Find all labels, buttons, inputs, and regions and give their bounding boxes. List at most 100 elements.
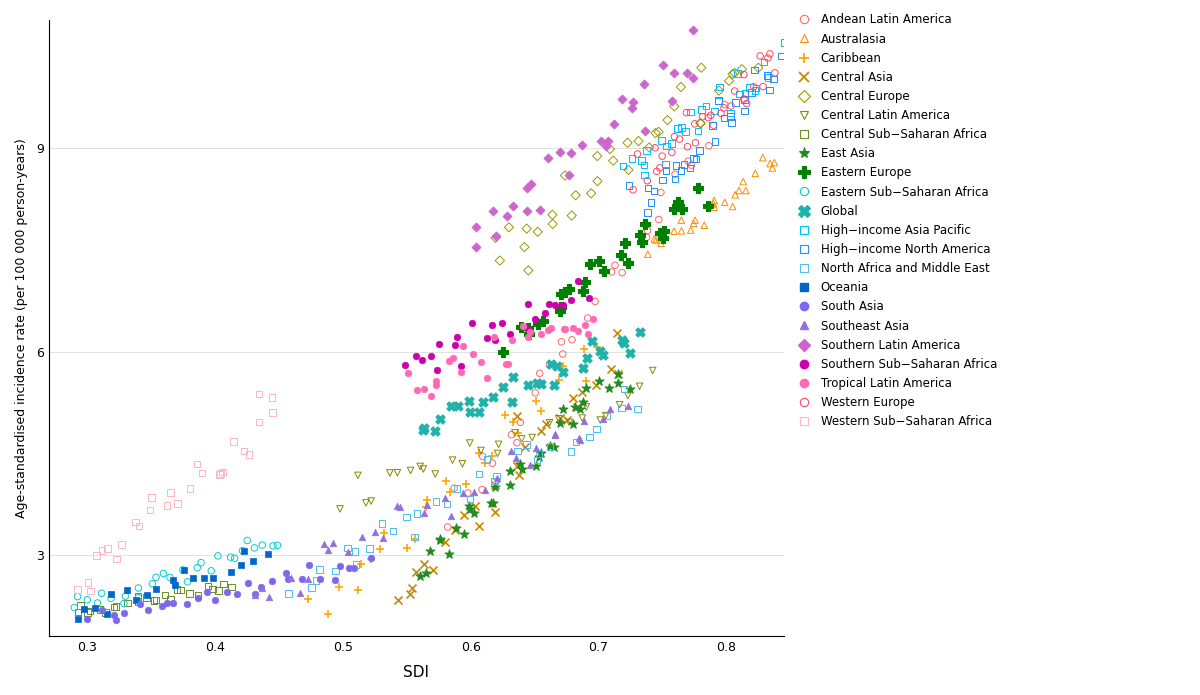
Point bbox=[559, 284, 578, 295]
Point bbox=[540, 417, 559, 428]
Point bbox=[502, 430, 521, 441]
Point bbox=[593, 350, 612, 361]
Point bbox=[553, 361, 572, 372]
Point bbox=[618, 137, 637, 148]
Point bbox=[703, 198, 722, 209]
Point bbox=[521, 327, 540, 338]
Point bbox=[508, 437, 527, 448]
Point bbox=[517, 223, 536, 234]
Point bbox=[552, 288, 571, 300]
Point bbox=[588, 151, 607, 162]
Point bbox=[562, 210, 581, 221]
Point bbox=[436, 475, 455, 486]
Point bbox=[180, 483, 199, 494]
Point bbox=[692, 111, 712, 122]
Point bbox=[653, 174, 672, 186]
Point bbox=[436, 537, 455, 548]
Point bbox=[397, 542, 416, 553]
Point bbox=[221, 566, 240, 577]
Point bbox=[562, 446, 581, 457]
Point bbox=[245, 589, 264, 600]
Point bbox=[161, 487, 180, 498]
Point bbox=[319, 544, 338, 555]
Point bbox=[745, 85, 764, 96]
Point bbox=[431, 414, 450, 425]
Point bbox=[118, 597, 137, 608]
Point bbox=[521, 179, 540, 190]
Point bbox=[352, 559, 371, 570]
Point bbox=[406, 351, 425, 362]
Point bbox=[161, 572, 180, 583]
Point bbox=[684, 24, 703, 35]
Point bbox=[192, 557, 211, 569]
Point bbox=[451, 367, 470, 378]
Point bbox=[665, 101, 684, 112]
Point bbox=[532, 425, 551, 436]
Point bbox=[88, 598, 107, 609]
Point bbox=[163, 575, 182, 586]
Point bbox=[403, 582, 422, 594]
Point bbox=[587, 379, 606, 391]
Point bbox=[128, 596, 148, 607]
Point bbox=[550, 305, 569, 316]
Point bbox=[146, 594, 166, 605]
Point bbox=[68, 613, 88, 624]
Point bbox=[602, 363, 622, 375]
Point bbox=[520, 329, 539, 340]
Point bbox=[188, 590, 208, 601]
Point bbox=[677, 107, 696, 118]
Point bbox=[144, 595, 163, 606]
Point bbox=[115, 607, 134, 619]
Point bbox=[529, 448, 548, 459]
Point bbox=[662, 138, 682, 149]
Point bbox=[700, 140, 719, 152]
Point bbox=[672, 215, 691, 226]
Y-axis label: Age-standardised incidence rate (per 100 000 person-years): Age-standardised incidence rate (per 100… bbox=[16, 138, 28, 518]
Point bbox=[404, 531, 424, 542]
Point bbox=[438, 521, 457, 532]
Point bbox=[210, 469, 229, 480]
Point bbox=[128, 590, 148, 601]
Point bbox=[143, 578, 162, 589]
Point bbox=[131, 599, 150, 610]
Point bbox=[570, 404, 589, 415]
Point bbox=[704, 195, 724, 206]
Point bbox=[654, 233, 673, 244]
Point bbox=[415, 507, 434, 518]
Point bbox=[742, 87, 761, 98]
Point bbox=[412, 354, 431, 366]
Point bbox=[407, 508, 426, 519]
Point bbox=[553, 348, 572, 359]
Point bbox=[565, 401, 584, 412]
Point bbox=[690, 145, 709, 156]
Point bbox=[629, 136, 648, 147]
Point bbox=[78, 594, 97, 605]
Point bbox=[178, 598, 197, 609]
Point bbox=[74, 603, 94, 614]
Point bbox=[488, 439, 508, 450]
Point bbox=[112, 539, 131, 550]
Point bbox=[530, 205, 550, 216]
Point bbox=[559, 417, 578, 428]
Point bbox=[347, 559, 366, 570]
Point bbox=[232, 559, 251, 570]
Point bbox=[446, 522, 466, 533]
Point bbox=[734, 94, 754, 105]
Point bbox=[512, 463, 532, 474]
Point bbox=[610, 399, 629, 410]
Point bbox=[551, 417, 570, 428]
Point bbox=[374, 527, 394, 538]
Point bbox=[649, 214, 668, 225]
Point bbox=[646, 142, 665, 154]
Point bbox=[665, 226, 684, 237]
Point bbox=[557, 415, 576, 426]
Point bbox=[606, 260, 625, 271]
Point bbox=[553, 299, 572, 310]
Point bbox=[511, 417, 530, 428]
Point bbox=[360, 543, 379, 554]
Legend: Andean Latin America, Australasia, Caribbean, Central Asia, Central Europe, Cent: Andean Latin America, Australasia, Carib… bbox=[797, 13, 997, 428]
Point bbox=[650, 227, 670, 238]
Point bbox=[682, 160, 701, 171]
Point bbox=[594, 265, 613, 277]
Point bbox=[740, 82, 760, 93]
